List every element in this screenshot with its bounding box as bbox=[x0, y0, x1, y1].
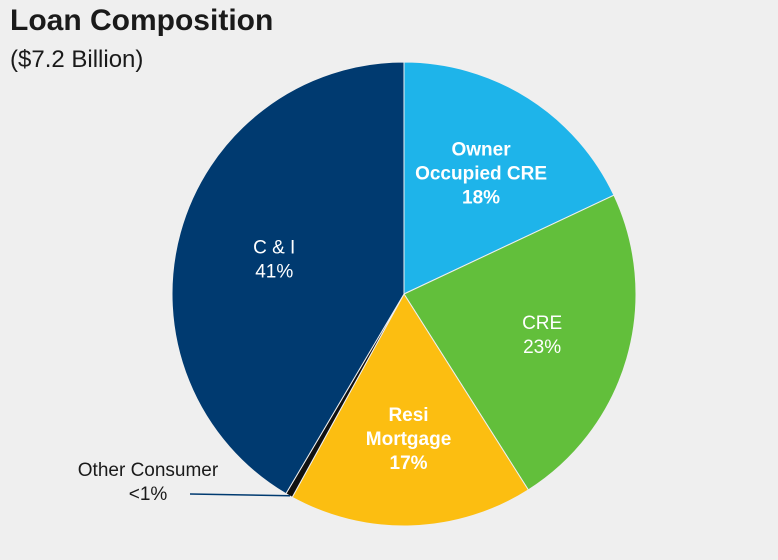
slice-name-4: C & I bbox=[253, 237, 295, 258]
chart-subtitle: ($7.2 Billion) bbox=[10, 46, 144, 73]
pie-slice-1 bbox=[403, 194, 637, 491]
slice-label-2: Resi Mortgage 17% bbox=[366, 405, 452, 474]
callout-line bbox=[189, 493, 291, 497]
chart-title: Loan Composition bbox=[10, 4, 274, 37]
slice-name-0: Occupied CRE bbox=[415, 164, 547, 185]
pie-slice-2 bbox=[291, 293, 530, 527]
slice-label-0: Owner Occupied CRE 18% bbox=[415, 140, 547, 209]
slice-name-1: CRE bbox=[522, 313, 562, 334]
slice-percent-3: <1% bbox=[129, 484, 168, 505]
slice-name-2: Resi bbox=[388, 405, 428, 426]
slice-label-4: C & I 41% bbox=[253, 237, 295, 282]
slice-percent-4: 41% bbox=[255, 261, 293, 282]
slice-percent-1: 23% bbox=[523, 337, 561, 358]
slice-percent-2: 17% bbox=[390, 453, 428, 474]
slice-name-2: Mortgage bbox=[366, 429, 452, 450]
slice-label-3: Other Consumer <1% bbox=[78, 460, 219, 505]
slice-percent-0: 18% bbox=[462, 188, 500, 209]
pie-slice-4 bbox=[171, 61, 405, 495]
slice-name-3: Other Consumer bbox=[78, 460, 219, 481]
pie-slice-0 bbox=[403, 61, 615, 295]
slice-name-0: Owner bbox=[452, 140, 512, 161]
slice-label-1: CRE 23% bbox=[522, 313, 562, 358]
